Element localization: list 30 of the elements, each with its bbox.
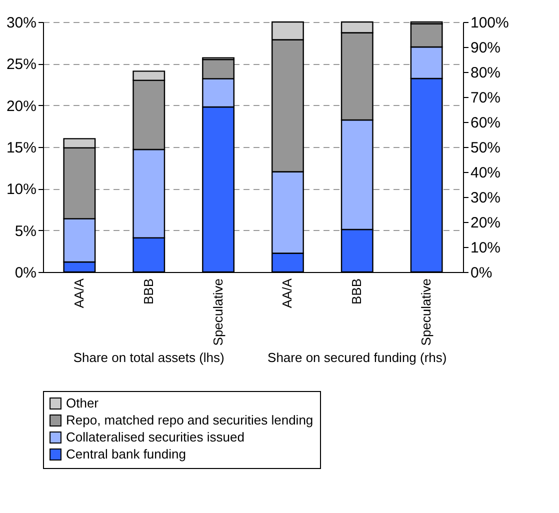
legend-label: Collateralised securities issued bbox=[66, 430, 244, 444]
y2-tick-label: 80% bbox=[470, 64, 501, 82]
y-tick-label: 25% bbox=[6, 56, 36, 74]
x-tick-label: AA/A bbox=[71, 278, 86, 308]
y2-tick-label: 70% bbox=[470, 90, 501, 106]
x-tick-label: Speculative bbox=[210, 278, 226, 346]
y-tick-label: 10% bbox=[6, 181, 36, 198]
x-tick-label: Speculative bbox=[418, 278, 434, 346]
text: Share on secured funding (rhs) bbox=[268, 350, 447, 365]
y2-tick-label: 100% bbox=[470, 14, 509, 32]
y-tick-label: 0% bbox=[14, 264, 36, 282]
y-tick-label: 5% bbox=[14, 222, 36, 240]
text: Share on total assets (lhs) bbox=[73, 350, 224, 365]
legend-label: Central bank funding bbox=[66, 446, 186, 462]
y-tick-label: 15% bbox=[6, 140, 36, 156]
y2-tick-label: 50% bbox=[470, 140, 501, 156]
legend-label: Other bbox=[66, 396, 100, 410]
y-tick-label: 20% bbox=[6, 98, 36, 115]
legend-label: Repo, matched repo and securities lending bbox=[66, 412, 314, 428]
y2-tick-label: 60% bbox=[470, 114, 501, 132]
y2-tick-label: 30% bbox=[470, 190, 501, 206]
y-tick-label: 30% bbox=[6, 14, 36, 32]
y2-tick-label: 40% bbox=[470, 164, 501, 182]
x-tick-label: AA/A bbox=[280, 278, 295, 308]
y2-tick-label: 0% bbox=[470, 264, 492, 282]
x-tick-label: BBB bbox=[349, 278, 364, 305]
y2-tick-label: 10% bbox=[470, 240, 501, 256]
y2-tick-label: 90% bbox=[470, 40, 501, 56]
y2-tick-label: 20% bbox=[470, 214, 501, 232]
x-tick-label: BBB bbox=[140, 278, 156, 305]
